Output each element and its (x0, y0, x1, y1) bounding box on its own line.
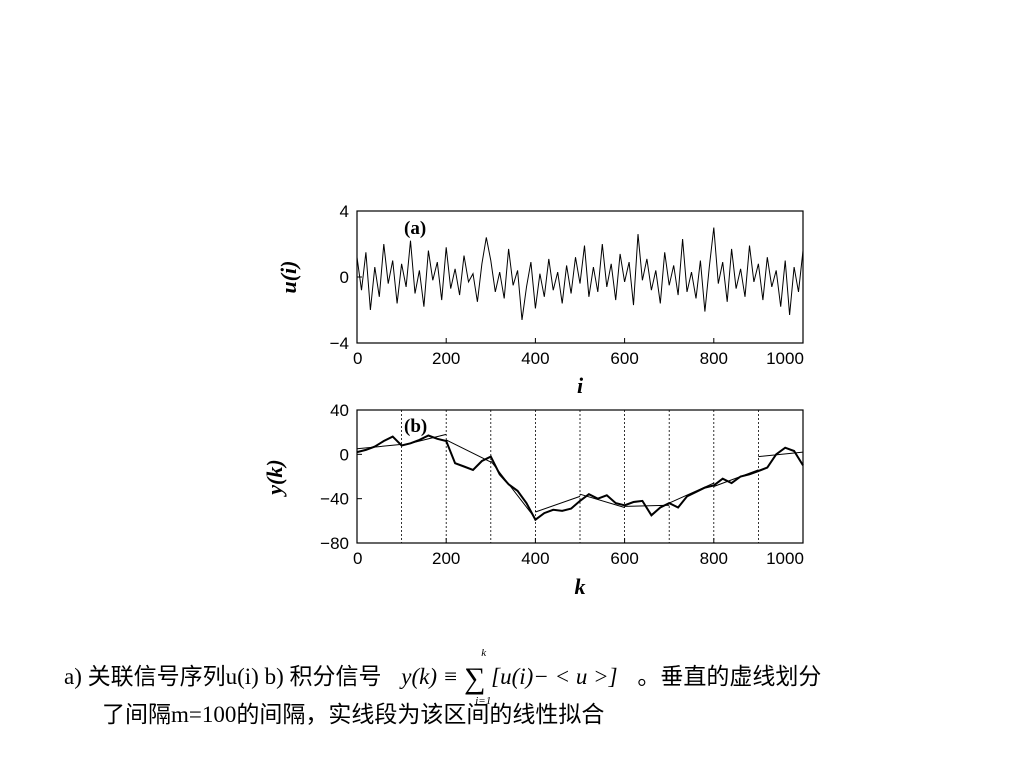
caption-line-1: a) 关联信号序列u(i) b) 积分信号 y(k) ≡ k ∑ i=1 [u(… (64, 647, 964, 707)
panel-b-y-tick-label: −40 (320, 490, 349, 509)
panel-a-x-tick-label: 400 (521, 349, 549, 368)
panel-b-x-tick-label: 600 (610, 549, 638, 568)
panel-a-x-tick-label: 0 (353, 349, 362, 368)
panel-a-x-tick-label: 200 (432, 349, 460, 368)
panel-b-y-tick-label: −80 (320, 534, 349, 553)
panel-b-y-tick-label: 40 (330, 401, 349, 420)
panel-b-x-tick-label: 800 (700, 549, 728, 568)
panel-a-xlabel: i (577, 373, 584, 398)
panel-b-label: (b) (404, 416, 427, 437)
panel-b-x-tick-label: 0 (353, 549, 362, 568)
panel-b-x-tick-label: 400 (521, 549, 549, 568)
panel-b-y-tick-label: 0 (340, 445, 349, 464)
panel-a-x-tick-label: 600 (610, 349, 638, 368)
caption: a) 关联信号序列u(i) b) 积分信号 y(k) ≡ k ∑ i=1 [u(… (64, 647, 964, 734)
caption-suffix: 。垂直的虚线划分 (637, 664, 822, 689)
panel-a-x-tick-label: 800 (700, 349, 728, 368)
panel-a-label: (a) (404, 218, 426, 239)
panel-a-ylabel: u(i) (276, 261, 301, 294)
panel-a-y-tick-label: 4 (340, 202, 349, 221)
panel-b-integrated-signal-line (356, 434, 804, 522)
sigma-icon: ∑ (464, 662, 486, 695)
panel-b-dashed-dividers (401, 410, 759, 543)
panel-a-series-line (356, 227, 804, 320)
formula-rhs: [u(i)− < u >] (491, 664, 618, 689)
formula-lower-limit: i=1 (475, 695, 492, 707)
panel-a-y-tick-label: −4 (330, 334, 349, 353)
formula-upper-limit: k (481, 647, 487, 659)
panel-b-ylabel: y(k) (262, 459, 287, 497)
panel-b-x-tick-label: 1000 (766, 549, 804, 568)
panel-b-xlabel: k (575, 574, 586, 599)
caption-line-2: 了间隔m=100的间隔，实线段为该区间的线性拟合 (102, 702, 605, 727)
panel-a-y-tick-label: 0 (340, 268, 349, 287)
formula-lhs: y(k) ≡ (401, 664, 459, 689)
caption-prefix: a) 关联信号序列u(i) b) 积分信号 (64, 664, 382, 689)
summation-formula: y(k) ≡ k ∑ i=1 [u(i)− < u >] (401, 647, 618, 707)
panel-b-linear-fit-segments (356, 433, 804, 519)
panel-a-x-tick-label: 1000 (766, 349, 804, 368)
panel-b-x-tick-label: 200 (432, 549, 460, 568)
